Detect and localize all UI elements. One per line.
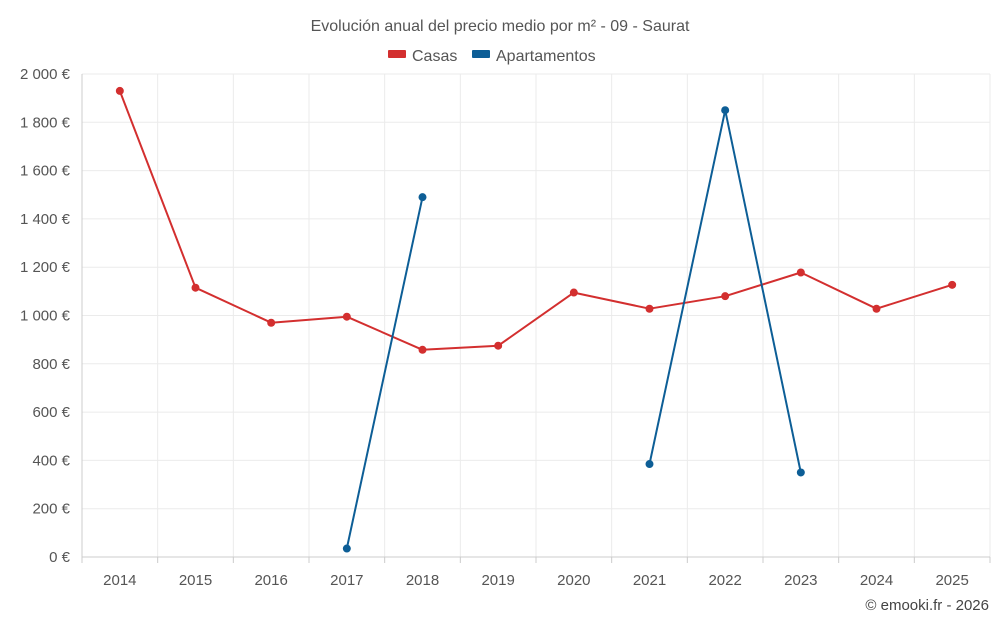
- y-tick-label: 1 000 €: [20, 308, 71, 325]
- data-point-casas-2019[interactable]: [494, 341, 503, 350]
- credit-text: © emooki.fr - 2026: [865, 597, 989, 614]
- data-point-casas-2025[interactable]: [948, 280, 957, 289]
- data-point-casas-2016[interactable]: [267, 318, 276, 327]
- legend-label-casas: Casas: [412, 48, 457, 65]
- y-tick-label: 400 €: [32, 452, 70, 469]
- x-tick-label: 2023: [784, 572, 817, 589]
- data-point-apartamentos-2023[interactable]: [796, 468, 805, 477]
- y-tick-label: 1 800 €: [20, 114, 71, 131]
- data-point-casas-2020[interactable]: [569, 288, 578, 297]
- data-point-casas-2023[interactable]: [796, 268, 805, 277]
- data-point-casas-2022[interactable]: [721, 292, 730, 301]
- series-apartamentos: [342, 106, 805, 553]
- legend: Casas Apartamentos: [388, 48, 596, 65]
- data-point-casas-2017[interactable]: [342, 312, 351, 321]
- data-point-casas-2015[interactable]: [191, 283, 200, 292]
- data-point-casas-2024[interactable]: [872, 304, 881, 313]
- y-tick-label: 2 000 €: [20, 66, 71, 83]
- x-tick-label: 2015: [179, 572, 212, 589]
- legend-label-apartamentos: Apartamentos: [496, 48, 596, 65]
- grid: [82, 73, 991, 557]
- y-axis-ticks: 0 € 200 € 400 € 600 € 800 € 1 000 € 1 200 € 1 4…: [20, 66, 71, 566]
- y-tick-label: 0 €: [49, 549, 71, 566]
- legend-swatch-casas: [388, 50, 406, 58]
- x-tick-label: 2024: [860, 572, 893, 589]
- x-tick-label: 2017: [330, 572, 363, 589]
- y-tick-label: 600 €: [32, 404, 70, 421]
- series-line-apartamentos: [648, 109, 802, 473]
- x-tick-label: 2016: [254, 572, 287, 589]
- data-point-casas-2018[interactable]: [418, 345, 427, 354]
- x-tick-label: 2025: [935, 572, 968, 589]
- chart-title: Evolución anual del precio medio por m² …: [311, 18, 690, 35]
- x-tick-label: 2022: [708, 572, 741, 589]
- data-point-casas-2014[interactable]: [115, 86, 124, 95]
- y-tick-label: 1 200 €: [20, 259, 71, 276]
- legend-item-casas[interactable]: Casas: [388, 48, 457, 65]
- y-tick-label: 1 600 €: [20, 163, 71, 180]
- series-casas: [115, 86, 957, 354]
- data-point-casas-2021[interactable]: [645, 304, 654, 313]
- data-point-apartamentos-2021[interactable]: [645, 460, 654, 469]
- x-axis-ticks: 2014 2015 2016 2017 2018 2019 2020 2021 2022 2023…: [81, 557, 991, 589]
- data-point-apartamentos-2018[interactable]: [418, 193, 427, 202]
- series-line-apartamentos: [345, 196, 424, 549]
- x-tick-label: 2020: [557, 572, 590, 589]
- x-tick-label: 2021: [633, 572, 666, 589]
- y-tick-label: 800 €: [32, 356, 70, 373]
- legend-swatch-apartamentos: [472, 50, 490, 58]
- x-tick-label: 2019: [481, 572, 514, 589]
- data-point-apartamentos-2022[interactable]: [721, 106, 730, 115]
- data-point-apartamentos-2017[interactable]: [342, 544, 351, 553]
- y-tick-label: 1 400 €: [20, 211, 71, 228]
- y-tick-label: 200 €: [32, 501, 70, 518]
- legend-item-apartamentos[interactable]: Apartamentos: [472, 48, 596, 65]
- series-line-casas: [118, 90, 953, 351]
- series: [115, 86, 957, 553]
- x-tick-label: 2014: [103, 572, 136, 589]
- x-tick-label: 2018: [406, 572, 439, 589]
